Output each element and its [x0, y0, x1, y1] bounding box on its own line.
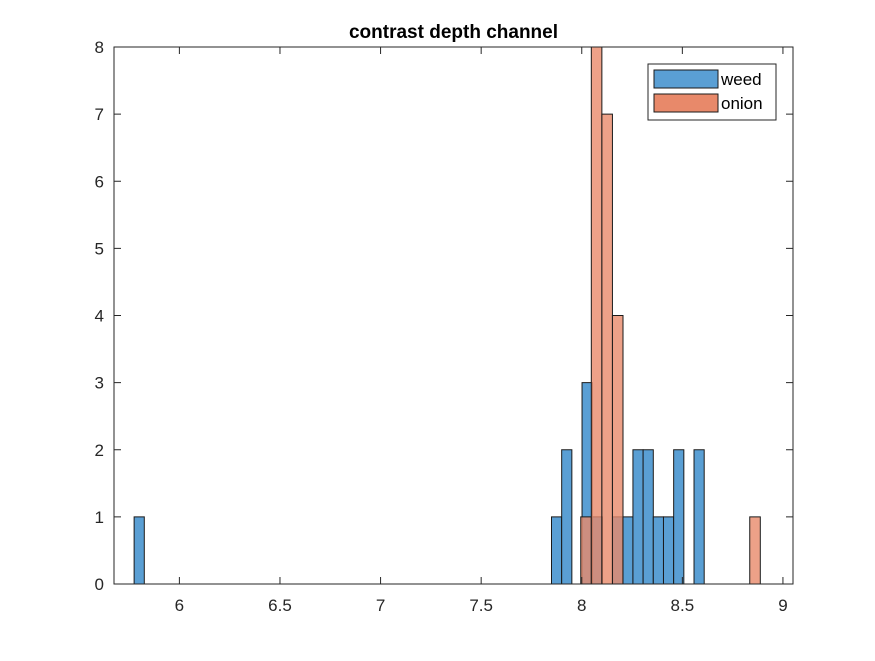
legend-label-onion: onion: [721, 94, 763, 113]
onion-bar: [590, 46, 603, 585]
legend: weed onion: [647, 63, 777, 121]
legend-swatch-weed: [653, 69, 719, 89]
weed-bar: [662, 516, 675, 585]
x-tick-label: 6: [175, 596, 184, 615]
onion-bar: [749, 516, 761, 585]
weed-bar: [632, 449, 644, 585]
x-tick-label: 9: [778, 596, 787, 615]
y-tick-label: 8: [95, 38, 104, 57]
axes-layer: 6 6.5 7 7.5 8 8.5 9 0 1 2 3 4 5 6 7 8: [95, 38, 794, 615]
y-tick-label: 6: [95, 172, 104, 191]
y-tick-label: 1: [95, 508, 104, 527]
chart-title: contrast depth channel: [349, 22, 558, 43]
legend-label-weed: weed: [720, 70, 762, 89]
weed-bar: [550, 516, 563, 585]
onion-bar: [601, 113, 613, 585]
x-tick-label: 8: [577, 596, 586, 615]
weed-bar: [622, 516, 634, 585]
weed-bar: [693, 449, 705, 585]
y-tick-label: 3: [95, 374, 104, 393]
y-tick-label: 4: [95, 307, 104, 326]
x-tick-label: 6.5: [268, 596, 292, 615]
y-tick-label: 7: [95, 105, 104, 124]
onion-bar: [580, 516, 592, 585]
weed-bar: [642, 449, 654, 585]
weed-bar: [652, 516, 664, 585]
weed-bar: [561, 449, 573, 585]
y-tick-label: 0: [95, 575, 104, 594]
x-tick-label: 7.5: [469, 596, 493, 615]
legend-swatch-onion: [653, 93, 719, 113]
y-tick-label: 5: [95, 239, 104, 258]
weed-bar: [133, 516, 145, 585]
x-tick-label: 8.5: [671, 596, 695, 615]
plot-area: [114, 47, 793, 584]
weed-bar: [673, 449, 685, 585]
onion-bar: [611, 315, 624, 585]
x-tick-label: 7: [376, 596, 385, 615]
y-tick-label: 2: [95, 441, 104, 460]
